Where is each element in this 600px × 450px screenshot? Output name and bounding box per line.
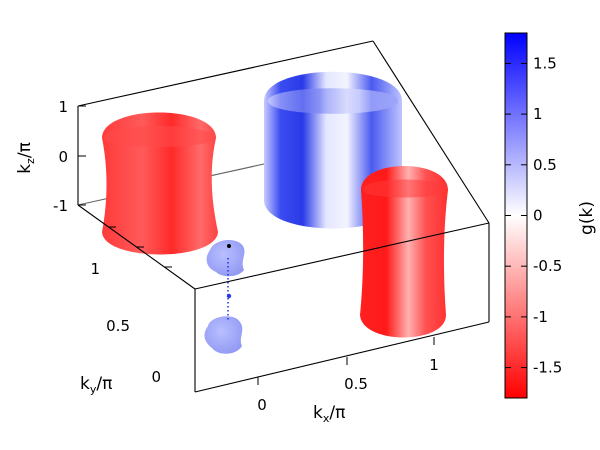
colorbar-tick-label: -1 [533, 308, 548, 326]
axis-tick-marks [78, 105, 435, 385]
z-tick-label: 0 [58, 148, 68, 166]
colorbar-label: g(k) [577, 201, 597, 235]
y-tick-label: 0 [151, 368, 161, 386]
colorbar-ticks: 1.5 1 0.5 0 -0.5 -1 -1.5 [505, 54, 562, 377]
surface-red-cylinder-left [102, 112, 218, 255]
y-tick-label: 0.5 [106, 317, 130, 335]
x-axis-label: kx/π [313, 403, 345, 425]
x-tick-label: 0.5 [344, 375, 368, 393]
colorbar-tick-label: -1.5 [533, 359, 562, 377]
surface-red-cylinder-right [360, 166, 448, 338]
x-tick-label: 0 [257, 396, 267, 414]
y-tick-label: 1 [90, 260, 100, 278]
z-axis: 1 0 -1 kz/π [15, 98, 68, 215]
x-tick-label: 1 [429, 356, 439, 374]
z-tick-label: 1 [58, 98, 68, 116]
x-axis: 0 0.5 1 kx/π [257, 356, 439, 425]
z-tick-label: -1 [53, 197, 68, 215]
surface-blue-pockets [204, 239, 245, 354]
colorbar-tick-label: 0.5 [533, 156, 557, 174]
colorbar-tick-label: 0 [533, 207, 543, 225]
colorbar: 1.5 1 0.5 0 -0.5 -1 -1.5 g(k) [504, 32, 597, 399]
y-axis: 1 0.5 0 ky/π [80, 260, 161, 396]
colorbar-tick-label: 1.5 [533, 54, 557, 72]
colorbar-tick-label: 1 [533, 105, 543, 123]
z-axis-label: kz/π [15, 142, 37, 174]
colorbar-tick-label: -0.5 [533, 257, 562, 275]
y-axis-label: ky/π [80, 374, 112, 396]
